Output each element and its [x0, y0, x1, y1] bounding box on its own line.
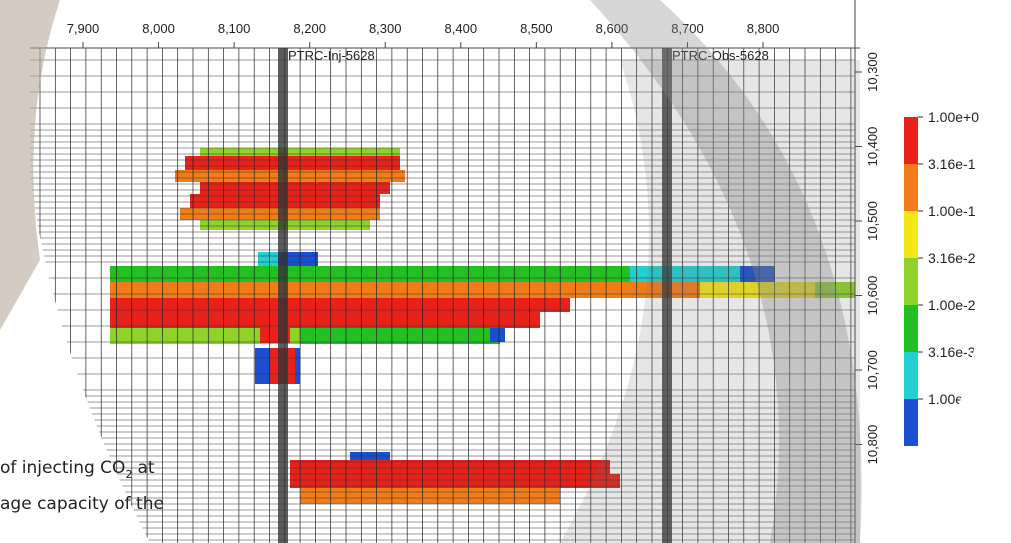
cell: [490, 328, 505, 342]
colorbar-swatch: [904, 211, 918, 258]
cell: [300, 488, 560, 504]
colorbar-swatch: [904, 399, 918, 446]
y-tick-label: 10,300: [865, 52, 880, 92]
colorbar-label: 3.16e-3: [928, 344, 976, 360]
colorbar-swatch: [904, 117, 918, 164]
colorbar-label: 3.16e-2: [928, 250, 976, 266]
screenshot: PTRC-Inj-5628PTRC-Obs-5628 7,9008,0008,1…: [0, 0, 1011, 543]
y-tick-label: 10,700: [865, 350, 880, 390]
x-tick-label: 7,900: [67, 21, 100, 36]
cell: [300, 328, 500, 344]
x-tick-label: 8,800: [747, 21, 780, 36]
well-label: PTRC-Inj-5628: [288, 48, 375, 63]
caption-text: of injecting CO: [0, 458, 125, 478]
cell: [258, 252, 278, 266]
colorbar-label: 3.16e-1: [928, 156, 976, 172]
x-tick-label: 8,100: [218, 21, 251, 36]
colorbar-label: 1.00e-1: [928, 203, 976, 219]
well: [278, 48, 288, 543]
colorbar-swatch: [904, 305, 918, 352]
caption-line: age capacity of the: [0, 494, 164, 514]
cell: [185, 156, 400, 170]
y-tick-label: 10,800: [865, 425, 880, 465]
colorbar-label: 1.00e: [928, 391, 963, 407]
colorbar-swatch: [904, 164, 918, 211]
y-tick-label: 10,500: [865, 201, 880, 241]
x-tick-label: 8,300: [369, 21, 402, 36]
colorbar-label: 1.00e+0: [928, 109, 979, 125]
y-tick-label: 10,600: [865, 276, 880, 316]
colorbar-label: 1.00e-2: [928, 297, 976, 313]
y-tick-label: 10,400: [865, 127, 880, 167]
x-tick-label: 8,200: [293, 21, 326, 36]
x-tick-label: 8,500: [520, 21, 553, 36]
caption-sub: 2: [125, 468, 132, 481]
cell: [110, 282, 700, 298]
colorbar-swatch: [904, 258, 918, 305]
colorbar-swatch: [904, 352, 918, 399]
cell: [110, 266, 630, 282]
x-tick-label: 8,000: [142, 21, 175, 36]
x-tick-label: 8,400: [445, 21, 478, 36]
cell: [110, 312, 540, 328]
caption-text: at: [137, 458, 154, 478]
